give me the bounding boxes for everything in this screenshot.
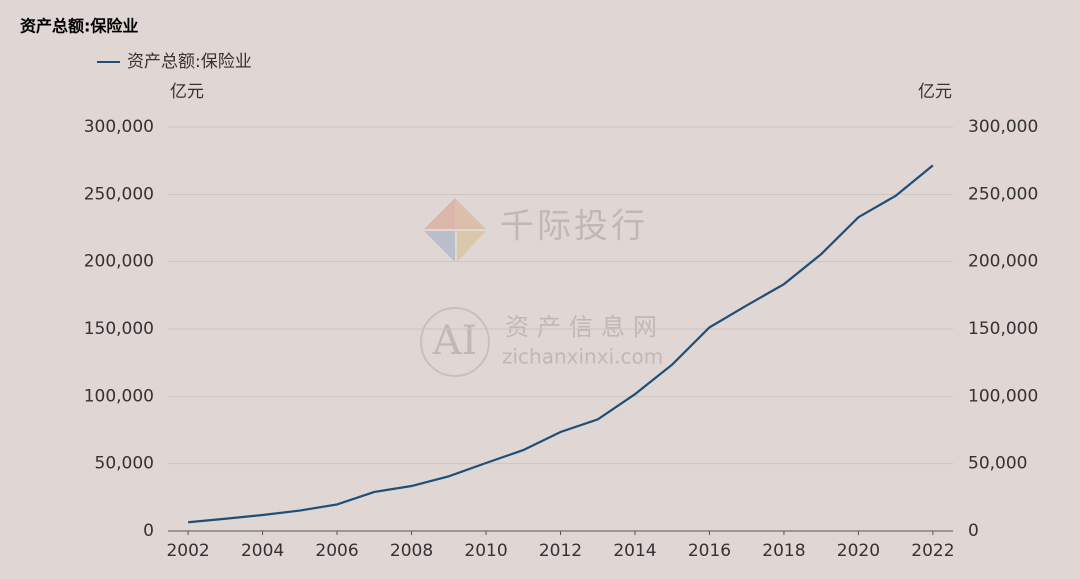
y-tick-label: 150,000 [84, 319, 154, 339]
y-tick-label: 0 [143, 521, 154, 541]
legend-label: 资产总额:保险业 [127, 52, 252, 72]
logo-piece [424, 231, 455, 262]
y2-tick-label: 100,000 [968, 386, 1038, 406]
y2-tick-label: 200,000 [968, 252, 1038, 272]
logo-piece [455, 198, 486, 229]
y2-unit: 亿元 [918, 82, 952, 102]
y-tick-label: 50,000 [95, 454, 154, 474]
x-tick-label: 2018 [762, 541, 805, 561]
logo-circle [420, 307, 490, 377]
watermark-brand: 千际投行 [500, 207, 648, 247]
x-tick-label: 2020 [837, 541, 880, 561]
watermark: 千际投行 AI 资产信息网 zichanxinxi.com [420, 198, 665, 377]
logo-piece [457, 231, 486, 262]
x-tick-label: 2006 [315, 541, 358, 561]
y-tick-label: 250,000 [84, 184, 154, 204]
logo-piece [424, 198, 455, 229]
y2-tick-label: 50,000 [968, 454, 1027, 474]
watermark-site-url: zichanxinxi.com [502, 345, 663, 369]
y2-tick-label: 0 [968, 521, 979, 541]
x-tick-label: 2002 [166, 541, 209, 561]
x-tick-label: 2008 [390, 541, 433, 561]
y-tick-label: 300,000 [84, 117, 154, 137]
x-tick-label: 2014 [613, 541, 656, 561]
data-line [188, 164, 934, 524]
x-tick-label: 2004 [241, 541, 284, 561]
watermark-logo: AI [432, 318, 478, 364]
y-tick-label: 200,000 [84, 252, 154, 272]
y-unit: 亿元 [170, 82, 204, 102]
y2-tick-label: 150,000 [968, 319, 1038, 339]
watermark-site-cn: 资产信息网 [505, 313, 665, 341]
y-tick-label: 100,000 [84, 386, 154, 406]
x-tick-label: 2012 [539, 541, 582, 561]
x-tick-label: 2022 [911, 541, 954, 561]
chart-title: 资产总额:保险业 [20, 17, 138, 36]
x-tick-label: 2016 [688, 541, 731, 561]
x-tick-label: 2010 [464, 541, 507, 561]
y2-tick-label: 250,000 [968, 184, 1038, 204]
y2-tick-label: 300,000 [968, 117, 1038, 137]
